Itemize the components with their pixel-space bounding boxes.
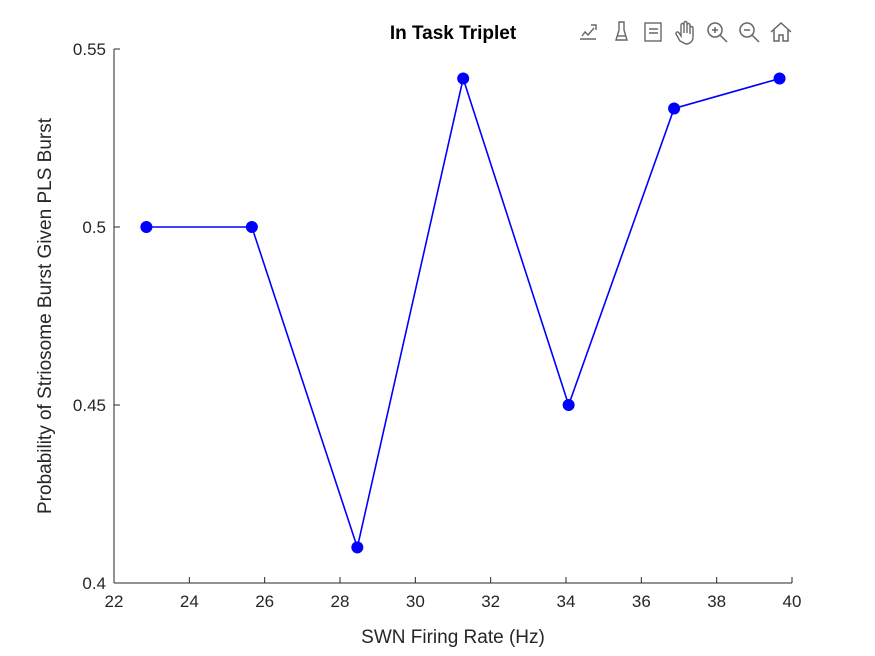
data-point[interactable]: [140, 221, 153, 233]
series-layer: [140, 72, 786, 554]
datatip-button[interactable]: [638, 17, 668, 47]
pan-hand-icon: [675, 20, 694, 45]
chart-title: In Task Triplet: [390, 23, 517, 44]
plot-area: [114, 49, 792, 583]
data-point[interactable]: [245, 221, 258, 233]
x-tick-label: 22: [105, 592, 124, 611]
x-tick-label: 40: [783, 592, 802, 611]
y-axis-label: Probability of Striosome Burst Given PLS…: [35, 117, 56, 514]
brush-button[interactable]: [606, 17, 636, 47]
x-axis-label: SWN Firing Rate (Hz): [361, 627, 545, 648]
x-tick-label: 36: [632, 592, 651, 611]
data-point[interactable]: [773, 72, 786, 85]
zoom-out-button[interactable]: [734, 17, 764, 47]
y-tick-label: 0.4: [82, 574, 106, 593]
export-icon: [580, 24, 597, 40]
x-tick-label: 30: [406, 592, 425, 611]
zoom-in-icon: [707, 22, 728, 43]
x-tick-label: 32: [481, 592, 500, 611]
datatip-icon: [644, 22, 662, 42]
pan-button[interactable]: [670, 17, 700, 47]
x-tick-label: 34: [557, 592, 576, 611]
x-tick-label: 38: [707, 592, 726, 611]
home-icon: [770, 21, 792, 42]
data-point[interactable]: [457, 72, 470, 85]
x-tick-label: 26: [255, 592, 274, 611]
brush-icon: [615, 21, 628, 41]
data-point[interactable]: [668, 102, 681, 115]
data-point[interactable]: [351, 541, 364, 554]
axes: 22 24 26 28 30 32 34 36 38 40 0.4 0.45 0.5 0.55: [73, 40, 802, 611]
zoom-in-button[interactable]: [702, 17, 732, 47]
x-tick-label: 28: [331, 592, 350, 611]
zoom-out-icon: [739, 22, 760, 43]
export-button[interactable]: [574, 17, 604, 47]
y-tick-label: 0.5: [82, 218, 106, 237]
x-tick-label: 24: [180, 592, 199, 611]
data-point[interactable]: [562, 399, 575, 411]
axes-toolbar: [574, 17, 796, 47]
y-tick-label: 0.45: [73, 396, 106, 415]
home-button[interactable]: [766, 17, 796, 47]
y-tick-label: 0.55: [73, 40, 106, 59]
